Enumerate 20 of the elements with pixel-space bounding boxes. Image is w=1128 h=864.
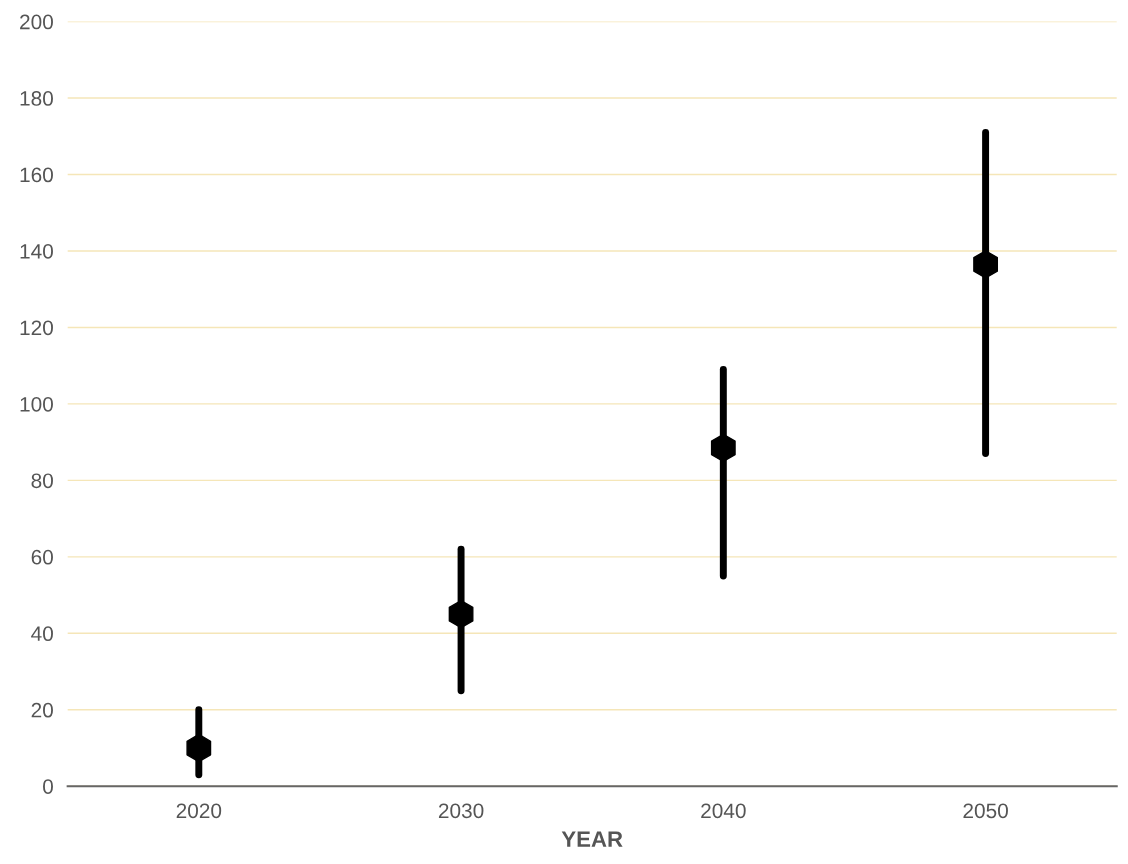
x-tick-label: 2050 [963, 803, 1008, 819]
point [448, 599, 474, 629]
y-tick-label: 140 [20, 243, 53, 259]
y-tick-label: 60 [31, 549, 53, 565]
point [973, 250, 999, 279]
y-tick-label: 160 [20, 167, 53, 183]
y-tick-label: 100 [20, 396, 53, 412]
point [186, 733, 212, 763]
x-axis-title: YEAR [561, 831, 623, 847]
y-tick-label: 40 [31, 626, 53, 642]
y-tick-label: 180 [20, 91, 53, 106]
y-tick-label: 0 [43, 779, 53, 794]
x-tick-label: 2020 [176, 803, 222, 819]
x-tick-label: 2040 [701, 803, 746, 819]
y-tick-label: 120 [20, 320, 53, 336]
point [710, 433, 736, 463]
y-tick-label: 80 [31, 473, 53, 489]
y-tick-label: 20 [31, 702, 53, 718]
x-tick-label: 2030 [438, 803, 484, 819]
y-tick-label: 200 [20, 14, 53, 30]
